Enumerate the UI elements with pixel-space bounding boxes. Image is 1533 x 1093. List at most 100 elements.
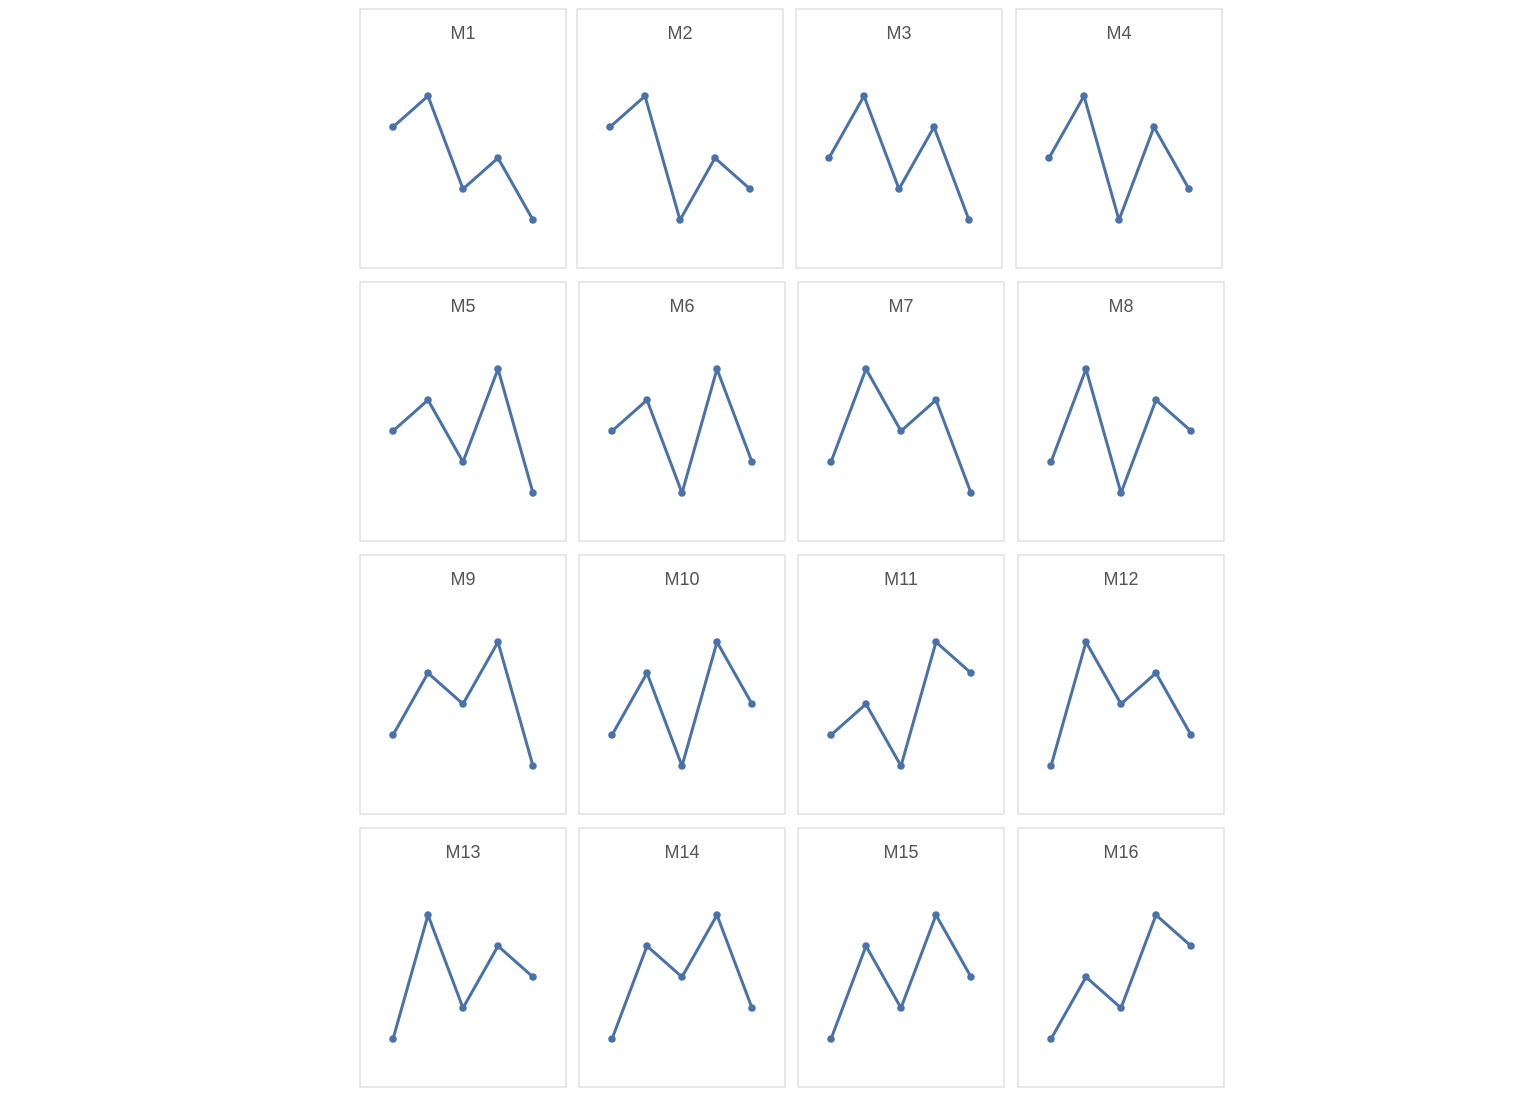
point xyxy=(459,1004,467,1012)
chart-panel xyxy=(359,8,567,269)
point xyxy=(711,154,719,162)
point xyxy=(827,1035,835,1043)
chart-title: M15 xyxy=(883,842,918,862)
point xyxy=(827,731,835,739)
chart-title: M4 xyxy=(1106,23,1131,43)
point xyxy=(1082,973,1090,981)
chart-panel xyxy=(578,554,786,815)
point xyxy=(932,911,940,919)
point xyxy=(529,216,537,224)
point xyxy=(494,638,502,646)
point xyxy=(676,216,684,224)
point xyxy=(494,942,502,950)
point xyxy=(1047,1035,1055,1043)
chart-title: M13 xyxy=(445,842,480,862)
point xyxy=(862,365,870,373)
point xyxy=(897,427,905,435)
point xyxy=(678,762,686,770)
point xyxy=(1082,365,1090,373)
point xyxy=(1187,731,1195,739)
chart-panel xyxy=(1017,281,1225,542)
chart-panel xyxy=(797,281,1005,542)
point xyxy=(713,638,721,646)
point xyxy=(643,942,651,950)
point xyxy=(1152,396,1160,404)
point xyxy=(608,1035,616,1043)
chart-panel xyxy=(578,281,786,542)
chart-title: M16 xyxy=(1103,842,1138,862)
point xyxy=(459,700,467,708)
chart-title: M1 xyxy=(450,23,475,43)
point xyxy=(1082,638,1090,646)
point xyxy=(494,154,502,162)
chart-panel xyxy=(1017,827,1225,1088)
point xyxy=(608,427,616,435)
point xyxy=(389,427,397,435)
point xyxy=(529,489,537,497)
chart-panel xyxy=(1015,8,1223,269)
point xyxy=(1117,1004,1125,1012)
point xyxy=(424,396,432,404)
point xyxy=(862,700,870,708)
point xyxy=(1047,458,1055,466)
point xyxy=(825,154,833,162)
chart-title: M8 xyxy=(1108,296,1133,316)
point xyxy=(1150,123,1158,131)
chart-title: M10 xyxy=(664,569,699,589)
point xyxy=(967,489,975,497)
chart-title: M6 xyxy=(669,296,694,316)
point xyxy=(459,185,467,193)
chart-title: M3 xyxy=(886,23,911,43)
point xyxy=(1045,154,1053,162)
chart-title: M12 xyxy=(1103,569,1138,589)
chart-panel xyxy=(1017,554,1225,815)
point xyxy=(1047,762,1055,770)
point xyxy=(748,1004,756,1012)
chart-title: M5 xyxy=(450,296,475,316)
chart-panel xyxy=(578,827,786,1088)
chart-title: M2 xyxy=(667,23,692,43)
chart-panel xyxy=(797,827,1005,1088)
point xyxy=(932,638,940,646)
point xyxy=(713,911,721,919)
point xyxy=(643,396,651,404)
point xyxy=(424,911,432,919)
chart-panel xyxy=(797,554,1005,815)
chart-panel xyxy=(795,8,1003,269)
point xyxy=(459,458,467,466)
point xyxy=(389,1035,397,1043)
point xyxy=(1187,942,1195,950)
point xyxy=(860,92,868,100)
point xyxy=(1152,669,1160,677)
point xyxy=(678,489,686,497)
point xyxy=(1152,911,1160,919)
point xyxy=(389,123,397,131)
point xyxy=(1117,489,1125,497)
point xyxy=(641,92,649,100)
chart-panel xyxy=(359,281,567,542)
point xyxy=(748,458,756,466)
point xyxy=(643,669,651,677)
point xyxy=(1115,216,1123,224)
point xyxy=(748,700,756,708)
point xyxy=(424,669,432,677)
point xyxy=(713,365,721,373)
point xyxy=(967,669,975,677)
point xyxy=(930,123,938,131)
point xyxy=(389,731,397,739)
point xyxy=(1080,92,1088,100)
point xyxy=(529,762,537,770)
point xyxy=(932,396,940,404)
chart-panel xyxy=(576,8,784,269)
point xyxy=(897,1004,905,1012)
chart-panel xyxy=(359,827,567,1088)
point xyxy=(746,185,754,193)
point xyxy=(494,365,502,373)
chart-title: M9 xyxy=(450,569,475,589)
point xyxy=(678,973,686,981)
point xyxy=(827,458,835,466)
point xyxy=(608,731,616,739)
chart-panel xyxy=(359,554,567,815)
chart-title: M11 xyxy=(884,569,918,589)
